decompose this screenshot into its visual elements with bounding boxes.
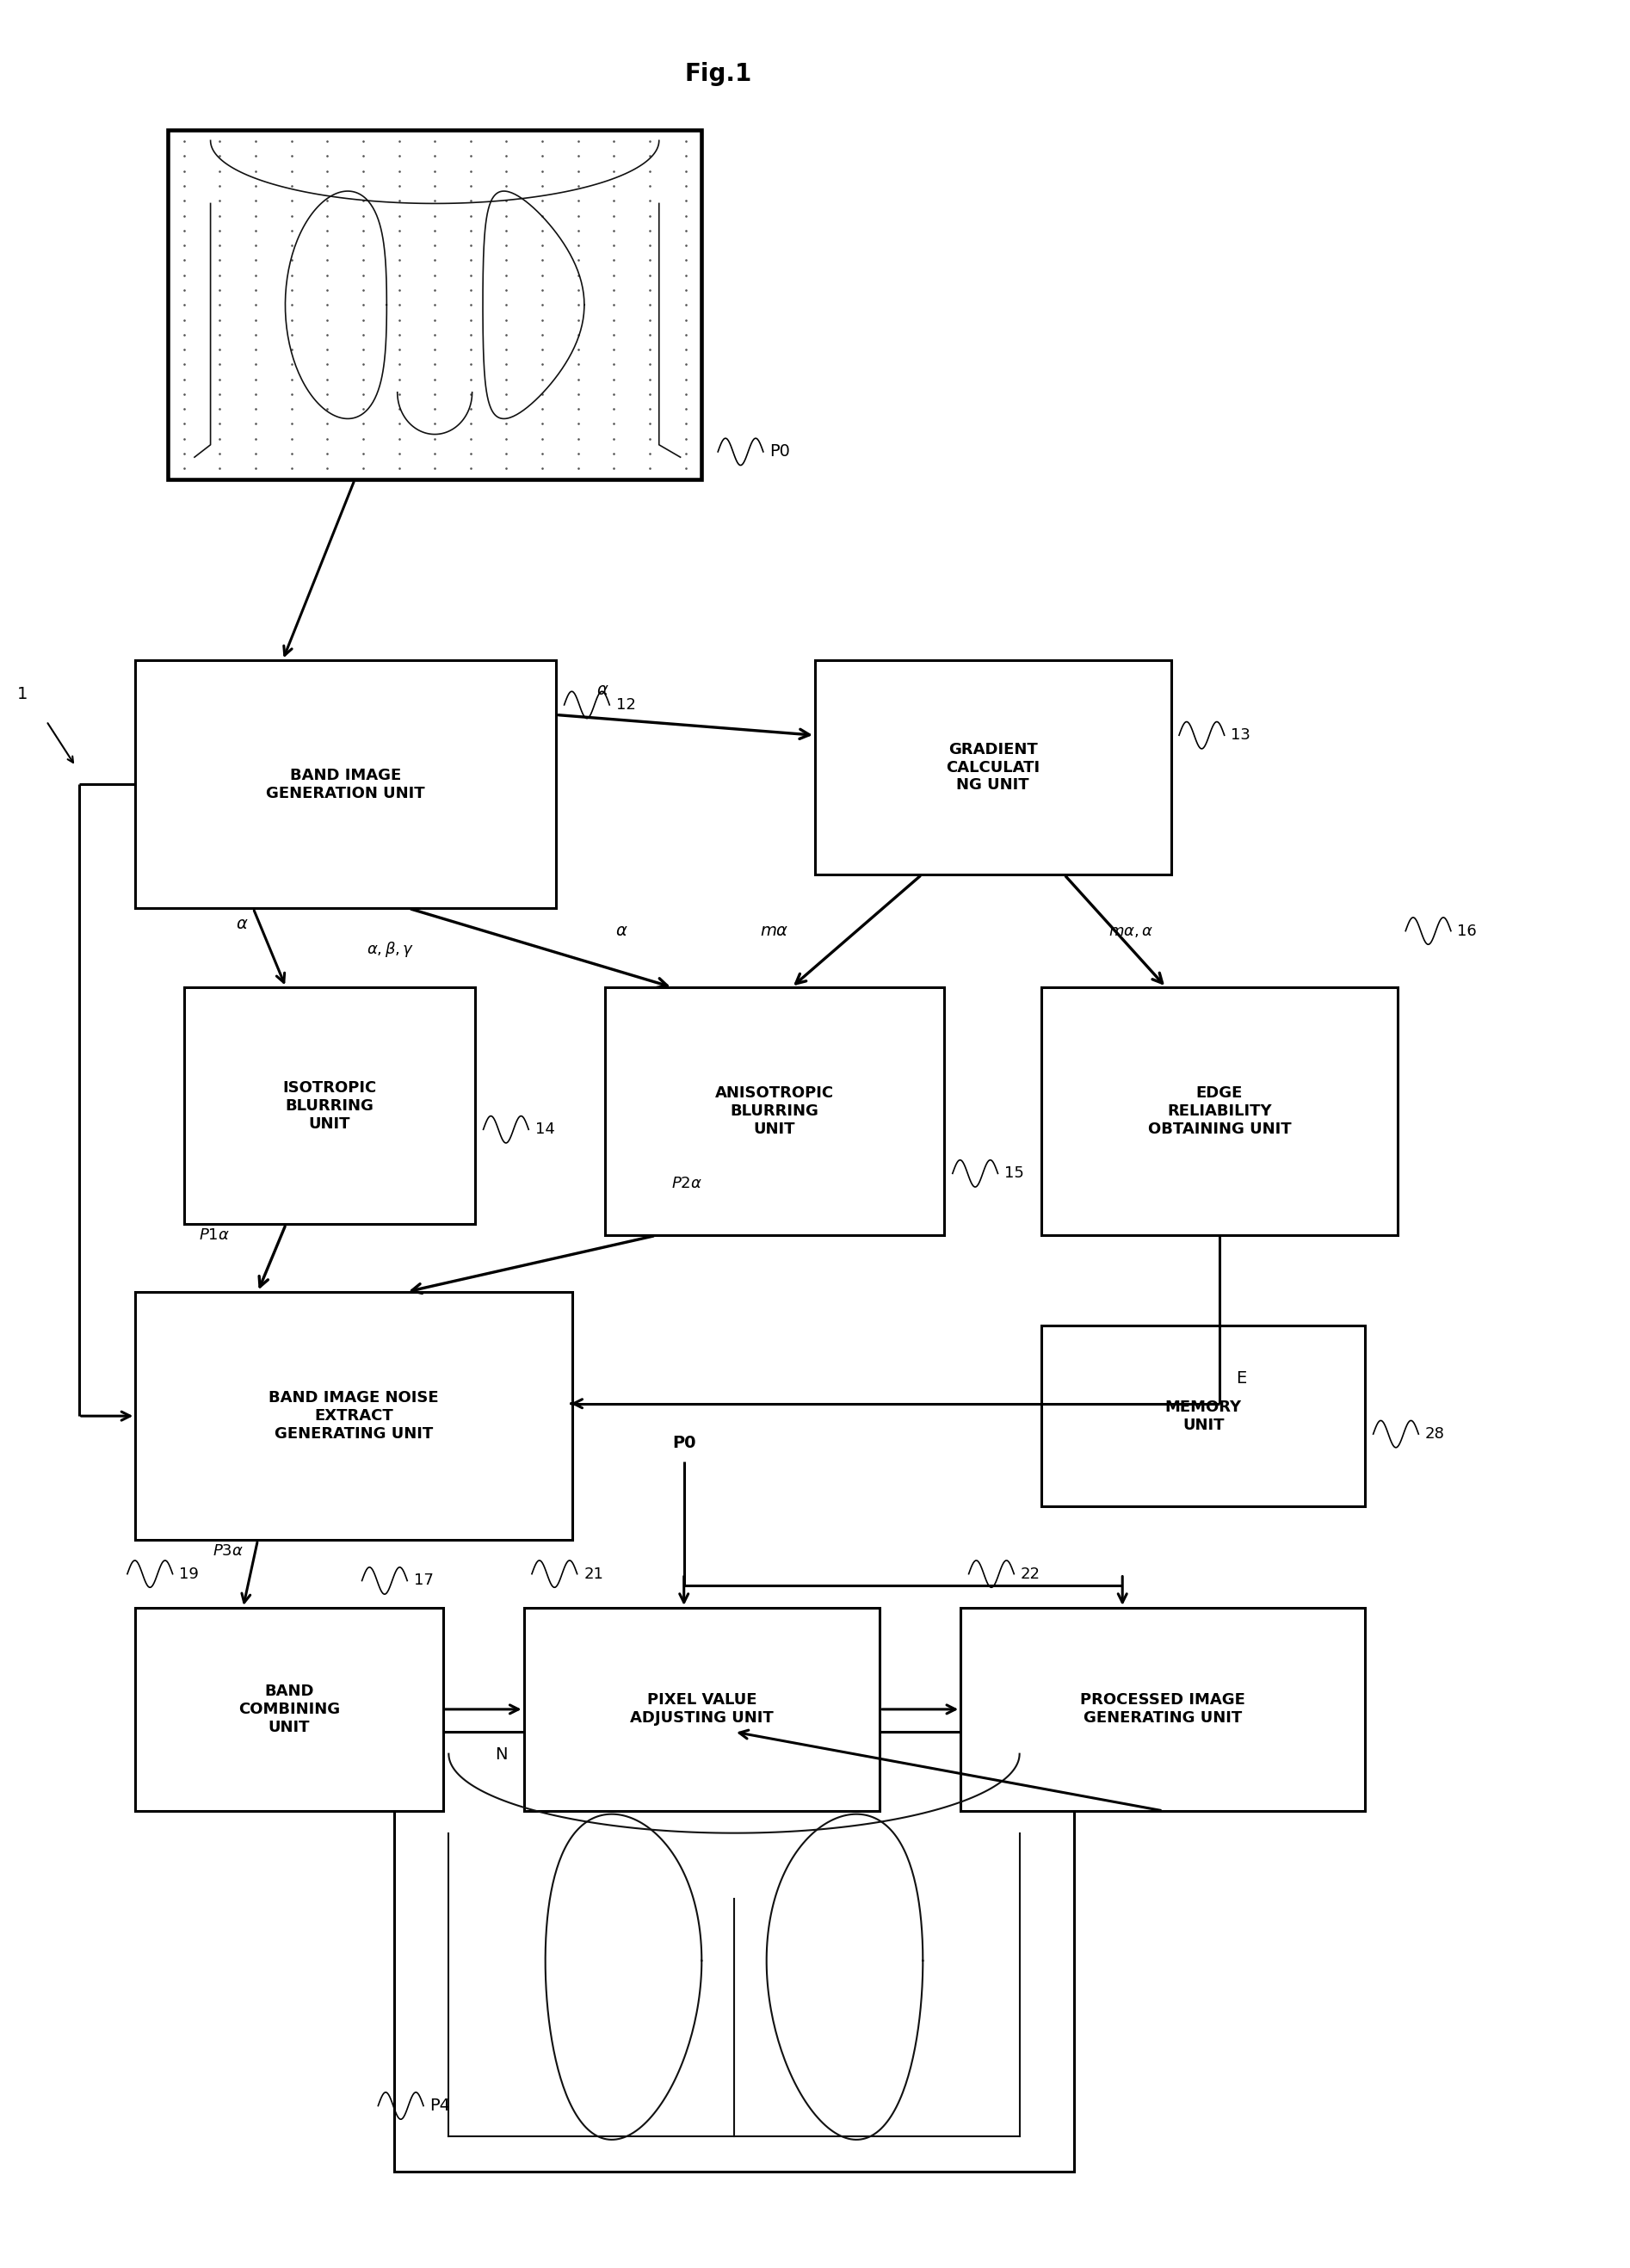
Text: MEMORY
UNIT: MEMORY UNIT: [1165, 1399, 1242, 1433]
Text: 22: 22: [1020, 1567, 1040, 1581]
Text: P0: P0: [769, 445, 791, 460]
Text: 17: 17: [414, 1574, 434, 1588]
Text: $P2\alpha$: $P2\alpha$: [672, 1175, 703, 1191]
Bar: [960, 1608, 1366, 1810]
Bar: [184, 987, 476, 1225]
Text: $P1\alpha$: $P1\alpha$: [199, 1227, 230, 1243]
Text: PIXEL VALUE
ADJUSTING UNIT: PIXEL VALUE ADJUSTING UNIT: [629, 1692, 774, 1726]
Text: BAND
COMBINING
UNIT: BAND COMBINING UNIT: [238, 1683, 341, 1735]
Text: ANISOTROPIC
BLURRING
UNIT: ANISOTROPIC BLURRING UNIT: [716, 1086, 835, 1136]
Text: 21: 21: [584, 1567, 603, 1581]
Bar: [135, 1608, 443, 1810]
Text: N: N: [496, 1746, 507, 1762]
Text: EDGE
RELIABILITY
OBTAINING UNIT: EDGE RELIABILITY OBTAINING UNIT: [1148, 1086, 1291, 1136]
Text: E: E: [1236, 1370, 1247, 1388]
Text: 15: 15: [1004, 1166, 1024, 1182]
Bar: [1042, 987, 1397, 1236]
Bar: [1042, 1327, 1366, 1506]
Text: $\alpha$: $\alpha$: [616, 923, 628, 939]
Text: GRADIENT
CALCULATI
NG UNIT: GRADIENT CALCULATI NG UNIT: [945, 742, 1040, 794]
Text: ISOTROPIC
BLURRING
UNIT: ISOTROPIC BLURRING UNIT: [282, 1080, 377, 1132]
Text: $\alpha,\beta,\gamma$: $\alpha,\beta,\gamma$: [367, 939, 414, 959]
Text: BAND IMAGE NOISE
EXTRACT
GENERATING UNIT: BAND IMAGE NOISE EXTRACT GENERATING UNIT: [269, 1390, 438, 1442]
Text: $m\alpha$: $m\alpha$: [760, 923, 789, 939]
Text: 13: 13: [1231, 728, 1250, 744]
Bar: [135, 660, 556, 909]
Text: 28: 28: [1425, 1427, 1444, 1442]
Text: PROCESSED IMAGE
GENERATING UNIT: PROCESSED IMAGE GENERATING UNIT: [1081, 1692, 1245, 1726]
Text: 12: 12: [616, 696, 636, 712]
Text: Fig.1: Fig.1: [685, 64, 751, 86]
Bar: [523, 1608, 880, 1810]
Bar: [815, 660, 1170, 875]
Bar: [168, 129, 703, 481]
Text: 19: 19: [179, 1567, 199, 1581]
Text: BAND IMAGE
GENERATION UNIT: BAND IMAGE GENERATION UNIT: [266, 767, 425, 801]
Text: P4: P4: [430, 2098, 450, 2114]
Bar: [605, 987, 944, 1236]
Text: $m\alpha,\alpha$: $m\alpha,\alpha$: [1108, 923, 1152, 939]
Text: $\alpha$: $\alpha$: [597, 683, 610, 699]
Text: 1: 1: [16, 685, 28, 703]
Text: $\alpha$: $\alpha$: [236, 916, 248, 932]
Text: P0: P0: [672, 1436, 696, 1452]
Bar: [135, 1293, 572, 1540]
Text: 14: 14: [535, 1123, 554, 1136]
Bar: [394, 1733, 1074, 2173]
Text: $P3\alpha$: $P3\alpha$: [212, 1545, 243, 1558]
Text: 16: 16: [1457, 923, 1477, 939]
